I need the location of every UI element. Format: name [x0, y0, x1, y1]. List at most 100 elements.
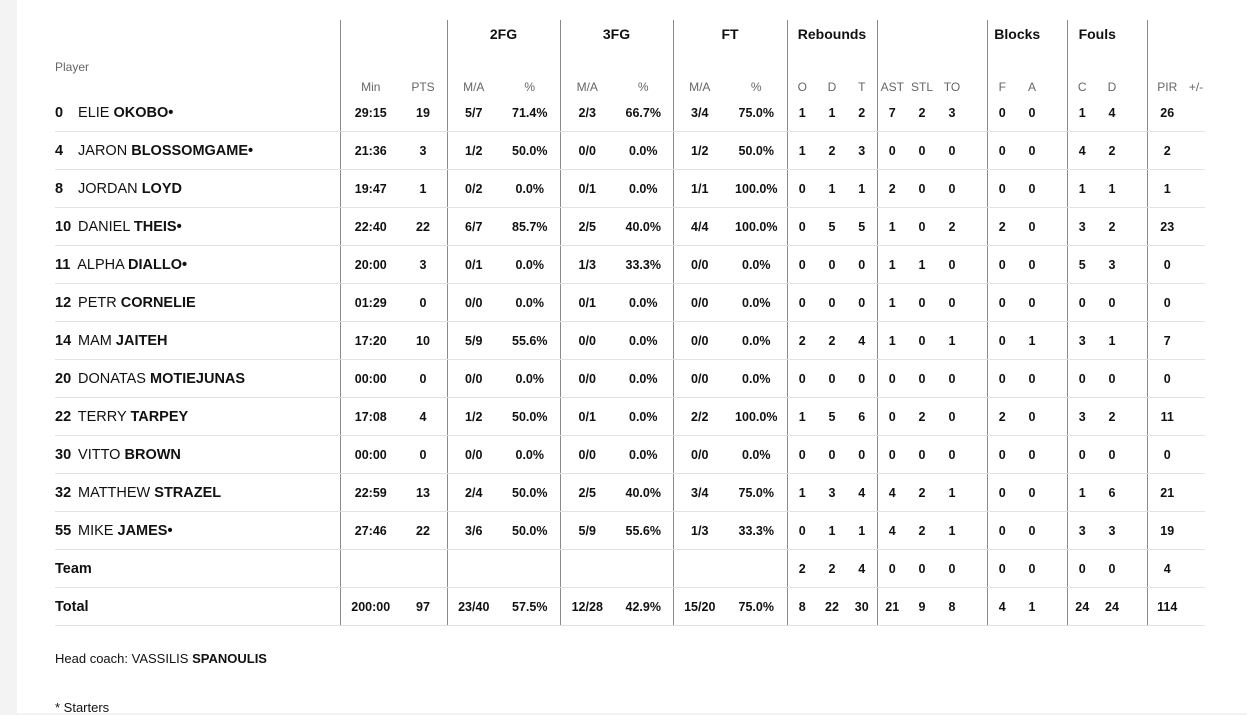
stat-pts — [401, 549, 445, 588]
stat-to: 0 — [937, 359, 967, 398]
player-last-name-link[interactable]: JAMES — [117, 522, 168, 539]
stat-reb-o: 0 — [786, 511, 817, 550]
player-cell[interactable]: 0 ELIE OKOBO• — [55, 94, 340, 132]
col-player: Player — [55, 60, 90, 74]
stat-min: 22:59 — [339, 473, 401, 512]
player-number: 11 — [55, 256, 71, 273]
player-last-name-link[interactable]: BROWN — [124, 446, 181, 463]
player-first-name: ELIE — [78, 104, 110, 121]
stat-2fg-ma: 0/1 — [446, 245, 500, 284]
stat-2fg-pct: 0.0% — [500, 283, 560, 322]
stat-stl: 0 — [907, 359, 937, 398]
stat-reb-d: 0 — [817, 359, 847, 398]
stat-2fg-pct: 50.0% — [500, 397, 560, 436]
stat-2fg-ma: 0/2 — [446, 169, 500, 208]
stat-min: 21:36 — [339, 131, 401, 170]
stat-reb-d: 22 — [817, 587, 847, 626]
stat-3fg-ma: 0/1 — [559, 283, 614, 322]
player-row[interactable]: 10 DANIEL THEIS• 22:40 22 6/7 85.7% 2/5 40.0% 4… — [55, 207, 1205, 246]
stat-ft-pct: 75.0% — [726, 473, 787, 512]
stat-foul-d: 3 — [1097, 511, 1127, 550]
stat-2fg-pct: 50.0% — [500, 131, 560, 170]
stat-ast: 1 — [876, 321, 907, 360]
player-row[interactable]: 55 MIKE JAMES• 27:46 22 3/6 50.0% 5/9 55.6% 1/3… — [55, 511, 1205, 550]
player-cell[interactable]: 55 MIKE JAMES• — [55, 511, 340, 550]
col-foul-d: D — [1107, 80, 1117, 94]
stat-reb-d: 5 — [817, 397, 847, 436]
stat-foul-c: 4 — [1066, 131, 1097, 170]
stat-reb-o: 1 — [786, 397, 817, 436]
stat-3fg-ma — [559, 549, 614, 588]
group-ft: FT — [672, 20, 787, 48]
stat-2fg-ma: 5/7 — [446, 94, 500, 132]
stat-foul-c: 1 — [1066, 473, 1097, 512]
player-cell[interactable]: 10 DANIEL THEIS• — [55, 207, 340, 246]
player-last-name-link[interactable]: LOYD — [141, 180, 182, 197]
player-last-name-link[interactable]: THEIS — [133, 218, 177, 235]
player-last-name-link[interactable]: OKOBO — [113, 104, 169, 121]
player-last-name-link[interactable]: MOTIEJUNAS — [150, 370, 246, 387]
stat-reb-t: 4 — [847, 473, 877, 512]
player-cell[interactable]: 4 JARON BLOSSOMGAME• — [55, 131, 340, 170]
stat-blk-a: 0 — [1017, 207, 1047, 246]
stat-plus-minus — [1187, 94, 1205, 132]
stat-ft-ma: 0/0 — [672, 435, 726, 474]
player-row[interactable]: 22 TERRY TARPEY 17:08 4 1/2 50.0% 0/1 0.0% 2/2 1… — [55, 397, 1205, 436]
stat-2fg-ma: 0/0 — [446, 435, 500, 474]
player-cell[interactable]: 20 DONATAS MOTIEJUNAS — [55, 359, 340, 398]
col-3fg-ma: M/A — [559, 48, 614, 94]
player-cell[interactable]: 30 VITTO BROWN — [55, 435, 340, 474]
stat-2fg-ma: 1/2 — [446, 131, 500, 170]
stat-pts: 10 — [401, 321, 445, 360]
stat-foul-c: 0 — [1066, 283, 1097, 322]
player-row[interactable]: 11 ALPHA DIALLO• 20:00 3 0/1 0.0% 1/3 33.3% 0/0… — [55, 245, 1205, 284]
stat-3fg-pct: 42.9% — [614, 587, 673, 626]
stat-min: 17:08 — [339, 397, 401, 436]
stat-blk-f: 0 — [986, 245, 1017, 284]
stat-pir: 0 — [1146, 435, 1187, 474]
player-last-name-link[interactable]: DIALLO — [128, 256, 182, 273]
stat-blk-f: 0 — [986, 169, 1017, 208]
player-last-name-link[interactable]: JAITEH — [115, 332, 168, 349]
player-last-name-link[interactable]: TARPEY — [130, 408, 189, 425]
stat-3fg-pct — [614, 549, 673, 588]
player-row[interactable]: 8 JORDAN LOYD 19:47 1 0/2 0.0% 0/1 0.0% 1/1 100.… — [55, 169, 1205, 208]
player-row[interactable]: 20 DONATAS MOTIEJUNAS 00:00 0 0/0 0.0% 0/0 0.0… — [55, 359, 1205, 398]
player-cell[interactable]: 8 JORDAN LOYD — [55, 169, 340, 208]
player-cell[interactable]: 11 ALPHA DIALLO• — [55, 245, 340, 284]
boxscore-table: 2FG 3FG FT Rebounds Blocks Fouls Player … — [55, 20, 1205, 626]
player-last-name-link[interactable]: CORNELIE — [120, 294, 196, 311]
stat-blk-f: 4 — [986, 587, 1017, 626]
stat-blk-a: 1 — [1017, 587, 1047, 626]
stat-3fg-ma: 0/0 — [559, 321, 614, 360]
col-pir: PIR — [1146, 48, 1187, 94]
player-row[interactable]: 4 JARON BLOSSOMGAME• 21:36 3 1/2 50.0% 0/0 0.0… — [55, 131, 1205, 170]
stat-pir: 114 — [1146, 587, 1187, 626]
player-number: 0 — [55, 104, 64, 121]
player-first-name: ALPHA — [77, 256, 124, 273]
stat-foul-c: 3 — [1066, 207, 1097, 246]
stat-ft-ma: 3/4 — [672, 94, 726, 132]
player-number: 55 — [55, 522, 72, 539]
col-2fg-pct: % — [524, 80, 536, 94]
player-cell[interactable]: 14 MAM JAITEH — [55, 321, 340, 360]
player-cell[interactable]: 12 PETR CORNELIE — [55, 283, 340, 322]
player-row[interactable]: 12 PETR CORNELIE 01:29 0 0/0 0.0% 0/1 0.0% 0/0 0… — [55, 283, 1205, 322]
player-row[interactable]: 32 MATTHEW STRAZEL 22:59 13 2/4 50.0% 2/5 40.0… — [55, 473, 1205, 512]
stat-reb-d: 1 — [817, 169, 847, 208]
player-last-name-link[interactable]: STRAZEL — [154, 484, 222, 501]
stat-stl: 2 — [907, 511, 937, 550]
stat-reb-o: 1 — [786, 473, 817, 512]
stat-min: 200:00 — [339, 587, 401, 626]
stat-blk-a: 0 — [1017, 549, 1047, 588]
stat-foul-d: 2 — [1097, 397, 1127, 436]
player-row[interactable]: 30 VITTO BROWN 00:00 0 0/0 0.0% 0/0 0.0% 0/0 0.0… — [55, 435, 1205, 474]
player-row[interactable]: 14 MAM JAITEH 17:20 10 5/9 55.6% 0/0 0.0% 0/0 0.… — [55, 321, 1205, 360]
group-blocks: Blocks — [986, 20, 1047, 48]
player-row[interactable]: 0 ELIE OKOBO• 29:15 19 5/7 71.4% 2/3 66.7% 3/4 7… — [55, 94, 1205, 132]
player-cell[interactable]: 32 MATTHEW STRAZEL — [55, 473, 340, 512]
player-cell[interactable]: 22 TERRY TARPEY — [55, 397, 340, 436]
player-last-name-link[interactable]: BLOSSOMGAME — [131, 142, 249, 159]
stat-min: 29:15 — [339, 94, 401, 132]
stat-blk-f: 0 — [986, 283, 1017, 322]
